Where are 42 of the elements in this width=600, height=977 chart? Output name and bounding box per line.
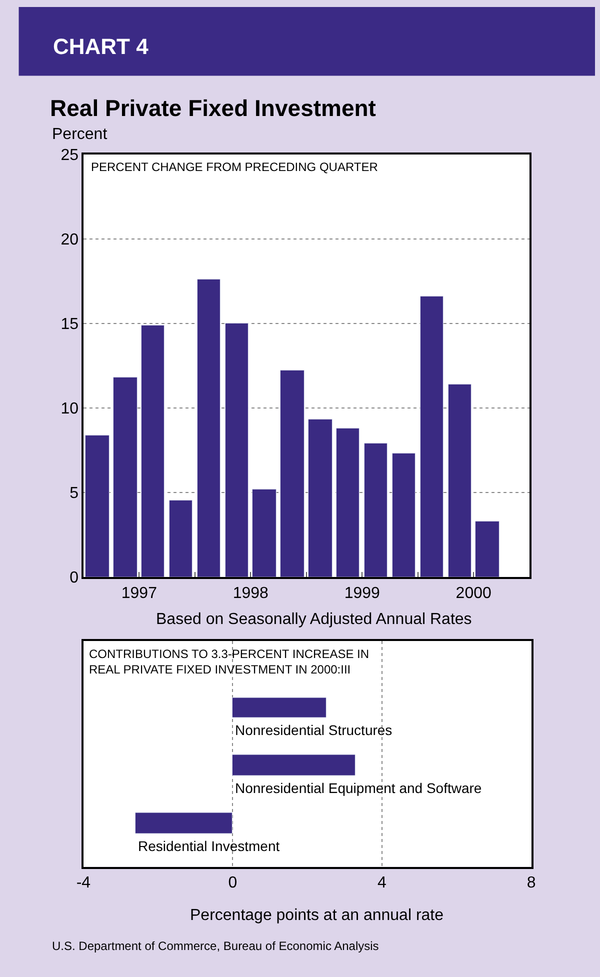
chart-subtitle: Real Private Fixed Investment	[50, 95, 376, 121]
bar	[252, 488, 276, 577]
x-tick-label: -4	[76, 874, 91, 892]
y-tick-label: 5	[70, 485, 79, 502]
y-tick-label: Residential Investment	[138, 838, 280, 854]
chart-title: CONTRIBUTIONS TO 3.3-PERCENT INCREASE IN REAL PRIVATE FIXED INVESTMENT IN 2000:III	[89, 647, 370, 677]
y-axis-title: Percent	[52, 126, 108, 143]
x-tick-label: 4	[378, 874, 387, 892]
bar	[224, 322, 248, 577]
bar	[448, 384, 472, 577]
annotation: PERCENT CHANGE FROM PRECEDING QUARTER	[91, 160, 378, 174]
bar	[84, 434, 110, 577]
bar	[168, 500, 192, 577]
bar	[112, 376, 138, 577]
x-tick-label: 8	[526, 874, 536, 892]
x-tick-label: 1997	[121, 584, 158, 602]
bar	[336, 428, 360, 577]
x-axis-title: Percentage points at an annual rate	[190, 907, 444, 924]
bar	[474, 520, 500, 577]
bar	[140, 324, 164, 577]
bar	[134, 812, 232, 834]
x-tick-label: 1998	[232, 584, 269, 602]
bar	[364, 442, 388, 577]
bar	[232, 754, 356, 776]
x-axis-title: Based on Seasonally Adjusted Annual Rates	[156, 611, 472, 628]
chart-title: CHART 4	[53, 34, 150, 59]
y-tick-label: 10	[60, 400, 79, 418]
bar	[280, 370, 304, 577]
y-tick-label: Nonresidential Equipment and Software	[235, 780, 482, 796]
bar	[232, 697, 326, 718]
text: U.S. Department of Commerce, Bureau of Economic Analysis	[52, 939, 379, 953]
y-tick-label: 0	[70, 570, 79, 587]
x-tick-label: 2000	[456, 584, 492, 602]
y-tick-label: 20	[60, 231, 79, 248]
bar	[308, 418, 332, 577]
y-tick-label: 25	[60, 146, 79, 164]
y-tick-label: Nonresidential Structures	[235, 722, 392, 738]
bar	[420, 296, 444, 577]
y-tick-label: 15	[60, 316, 79, 333]
bar	[196, 278, 220, 577]
bar	[392, 452, 416, 577]
x-tick-label: 1999	[344, 584, 380, 602]
